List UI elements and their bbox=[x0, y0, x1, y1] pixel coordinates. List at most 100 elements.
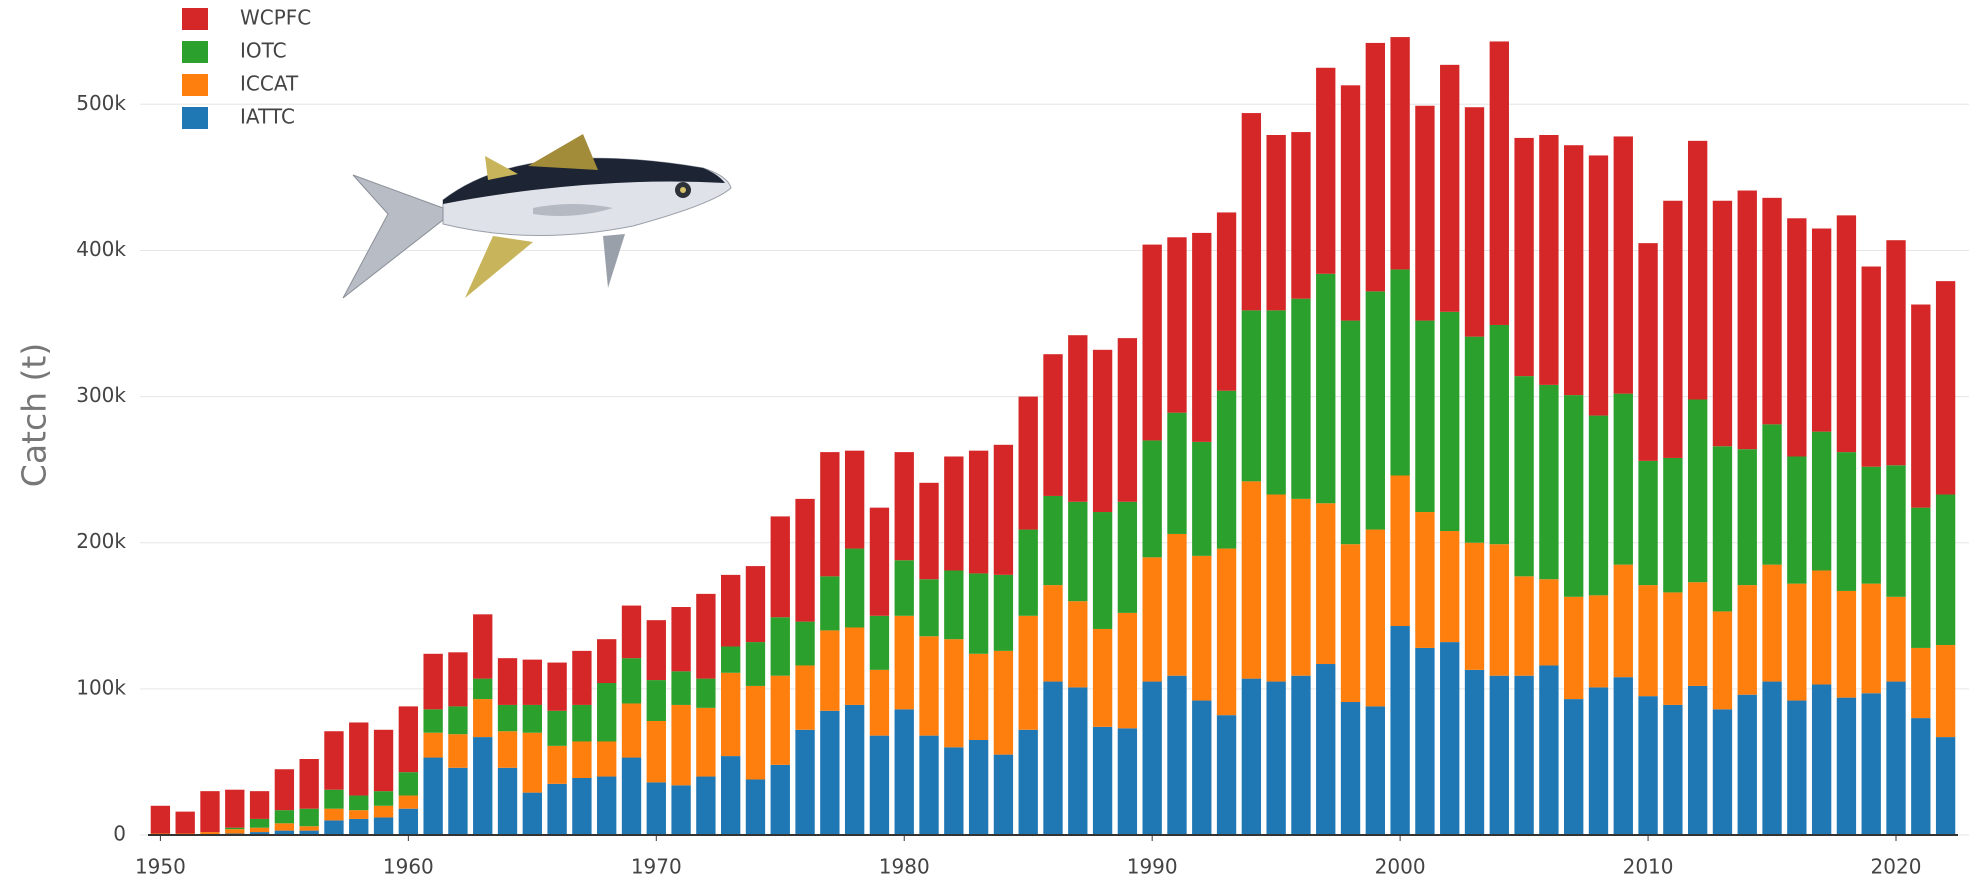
bar bbox=[968, 740, 989, 835]
bar bbox=[1340, 544, 1361, 703]
bar bbox=[547, 783, 567, 835]
bar bbox=[646, 620, 666, 681]
bar bbox=[1787, 583, 1807, 701]
bar bbox=[398, 808, 419, 835]
bar bbox=[1588, 155, 1609, 416]
bar bbox=[1712, 200, 1733, 447]
bar bbox=[1316, 67, 1336, 274]
bar bbox=[473, 737, 493, 835]
bar bbox=[1390, 626, 1410, 835]
x-tick-label: 1960 bbox=[383, 855, 434, 879]
bar bbox=[274, 810, 295, 824]
bar bbox=[968, 573, 989, 654]
legend-swatch bbox=[182, 107, 208, 129]
bar bbox=[1167, 412, 1187, 534]
bar bbox=[1316, 664, 1336, 835]
bar bbox=[1712, 709, 1733, 835]
bar bbox=[249, 827, 270, 833]
bar bbox=[919, 735, 939, 835]
bar bbox=[200, 832, 220, 835]
bar bbox=[274, 823, 295, 831]
bar bbox=[1068, 501, 1088, 602]
bar bbox=[993, 754, 1014, 835]
bar bbox=[844, 450, 865, 549]
bar bbox=[1886, 596, 1906, 682]
bar bbox=[1440, 642, 1460, 835]
bar bbox=[1092, 349, 1113, 513]
bar bbox=[1737, 585, 1757, 695]
legend-label: IATTC bbox=[240, 105, 295, 129]
bar bbox=[1415, 105, 1435, 321]
bar bbox=[1514, 675, 1534, 835]
legend-label: IOTC bbox=[240, 39, 287, 63]
bar bbox=[497, 767, 518, 835]
bar bbox=[1638, 460, 1658, 586]
bar bbox=[1142, 681, 1162, 835]
bar bbox=[1638, 585, 1658, 697]
bar bbox=[646, 721, 666, 783]
bar bbox=[1539, 384, 1559, 580]
x-tick-label: 1970 bbox=[631, 855, 682, 879]
bar bbox=[1192, 441, 1212, 556]
bar bbox=[200, 791, 220, 833]
bar bbox=[423, 709, 443, 733]
bar bbox=[820, 710, 840, 835]
bar bbox=[1117, 501, 1138, 613]
bar bbox=[1291, 132, 1311, 299]
bar bbox=[696, 776, 716, 835]
bar bbox=[795, 729, 815, 835]
bar bbox=[1886, 240, 1906, 466]
bar bbox=[770, 516, 790, 618]
bar bbox=[1762, 424, 1782, 565]
bar bbox=[1216, 548, 1237, 716]
bar bbox=[1489, 41, 1509, 325]
bar bbox=[572, 650, 592, 705]
bar bbox=[1861, 693, 1881, 835]
bar bbox=[1836, 215, 1857, 453]
bar bbox=[1687, 140, 1708, 400]
bar bbox=[1018, 529, 1038, 616]
bar bbox=[1043, 681, 1063, 835]
bar bbox=[423, 757, 443, 835]
bar bbox=[448, 706, 468, 735]
bar bbox=[497, 658, 518, 705]
bar bbox=[349, 810, 369, 819]
bar bbox=[299, 759, 319, 809]
bar bbox=[1514, 376, 1534, 577]
bar bbox=[1117, 728, 1138, 835]
bar bbox=[1092, 628, 1113, 727]
bar bbox=[1241, 481, 1262, 679]
bar bbox=[448, 734, 468, 768]
bar bbox=[1068, 601, 1088, 688]
bar bbox=[1762, 681, 1782, 835]
bar bbox=[398, 772, 419, 796]
bar bbox=[1588, 595, 1609, 688]
bar bbox=[1192, 700, 1212, 835]
bar bbox=[1811, 431, 1832, 571]
bar bbox=[770, 675, 790, 765]
bar bbox=[1811, 570, 1832, 685]
bar bbox=[274, 830, 295, 835]
bar bbox=[597, 776, 617, 835]
bar bbox=[1216, 212, 1237, 391]
bar bbox=[1464, 107, 1485, 337]
bar bbox=[547, 710, 567, 746]
bar bbox=[795, 621, 815, 666]
bar bbox=[1068, 335, 1088, 502]
bar bbox=[299, 826, 319, 831]
bar bbox=[1687, 685, 1708, 835]
bar bbox=[1365, 706, 1385, 835]
bar bbox=[1390, 269, 1410, 476]
bar bbox=[1737, 190, 1757, 450]
bar bbox=[721, 646, 741, 673]
y-tick-label: 100k bbox=[76, 675, 126, 699]
bar bbox=[324, 789, 344, 809]
bar bbox=[1588, 687, 1609, 835]
bar bbox=[1092, 512, 1113, 629]
x-tick-label: 2010 bbox=[1623, 855, 1674, 879]
bar bbox=[1167, 237, 1187, 413]
bar bbox=[1687, 399, 1708, 583]
bar bbox=[745, 566, 766, 643]
bar bbox=[1564, 699, 1584, 835]
